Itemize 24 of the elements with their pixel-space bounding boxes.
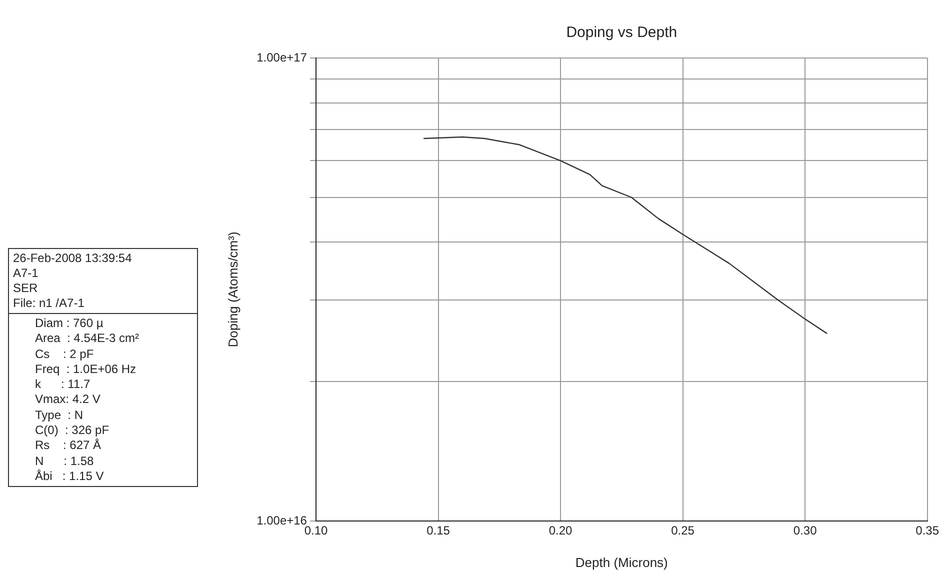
x-tick-label: 0.25 [671,524,695,538]
text: 26-Feb-2008 13:39:54 [13,251,132,265]
text: k : 11.7 [35,377,90,392]
text: Diam : 760 µ [35,316,104,330]
text: Cs : 2 pF [35,346,94,361]
text: Freq : 1.0E+06 Hz [35,362,136,376]
y-axis-title: Doping (Atoms/cm³) [225,232,240,348]
text: N : 1.58 [35,454,94,468]
text: Rs : 627 Å [35,438,102,452]
y-tick-label: 1.00e+17 [256,50,308,64]
text: Åbi : 1.15 V [35,468,104,483]
x-axis-title: Depth (Microns) [575,554,668,570]
text: C(0) : 326 pF [35,423,110,438]
x-tick-label: 0.30 [793,524,818,538]
x-tick-label: 0.20 [548,524,573,538]
text: Type : N [35,408,84,422]
text: File: n1 /A7-1 [13,296,84,310]
text: Area : 4.54E-3 cm² [35,331,140,346]
chart-title: Doping vs Depth [566,24,678,42]
text: A7-1 [13,266,38,280]
x-tick-label: 0.15 [426,524,450,538]
text: SER [13,281,38,295]
x-tick-label: 0.35 [916,524,940,538]
text: Vmax: 4.2 V [35,392,100,406]
